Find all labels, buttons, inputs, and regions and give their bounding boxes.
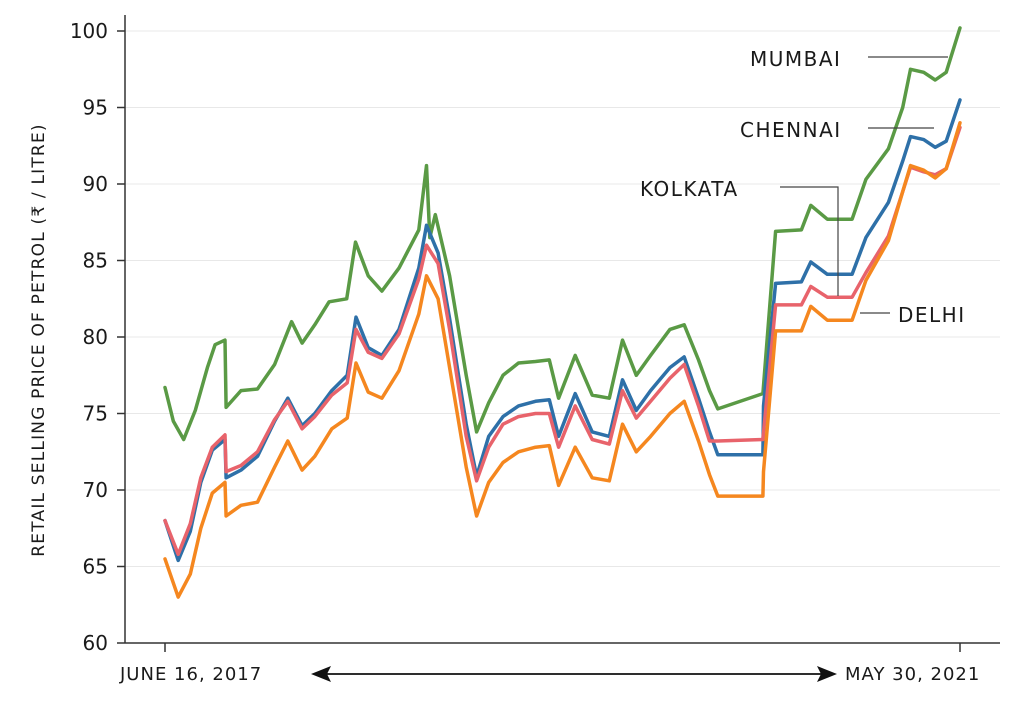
- x-end-label: MAY 30, 2021: [845, 664, 980, 685]
- y-tick-label: 65: [83, 555, 108, 579]
- grid: [125, 30, 1000, 567]
- series-leaders: [780, 56, 948, 314]
- x-start-label: JUNE 16, 2017: [119, 664, 262, 685]
- series-line-delhi: [163, 121, 962, 599]
- series-label-chennai: CHENNAI: [740, 118, 842, 142]
- y-tick-label: 100: [70, 19, 108, 43]
- y-axis-ticks: 60 65 70 75 80 85 90 95 100: [70, 19, 125, 655]
- y-tick-label: 60: [83, 631, 108, 655]
- y-tick-label: 80: [83, 325, 108, 349]
- series-label-kolkata: KOLKATA: [640, 177, 739, 201]
- y-tick-label: 95: [83, 96, 108, 120]
- series-line-kolkata: [163, 125, 962, 557]
- x-range-arrow: [311, 666, 837, 682]
- series-line-mumbai: [163, 26, 962, 442]
- y-axis-label: RETAIL SELLING PRICE OF PETROL (₹ / LITR…: [29, 123, 49, 556]
- y-tick-label: 90: [83, 172, 108, 196]
- y-tick-label: 70: [83, 478, 108, 502]
- series-label-mumbai: MUMBAI: [750, 47, 841, 71]
- series-label-delhi: DELHI: [898, 303, 966, 327]
- series-line-chennai: [163, 98, 962, 563]
- y-tick-label: 75: [83, 402, 108, 426]
- y-tick-label: 85: [83, 249, 108, 273]
- series-lines: [163, 26, 962, 599]
